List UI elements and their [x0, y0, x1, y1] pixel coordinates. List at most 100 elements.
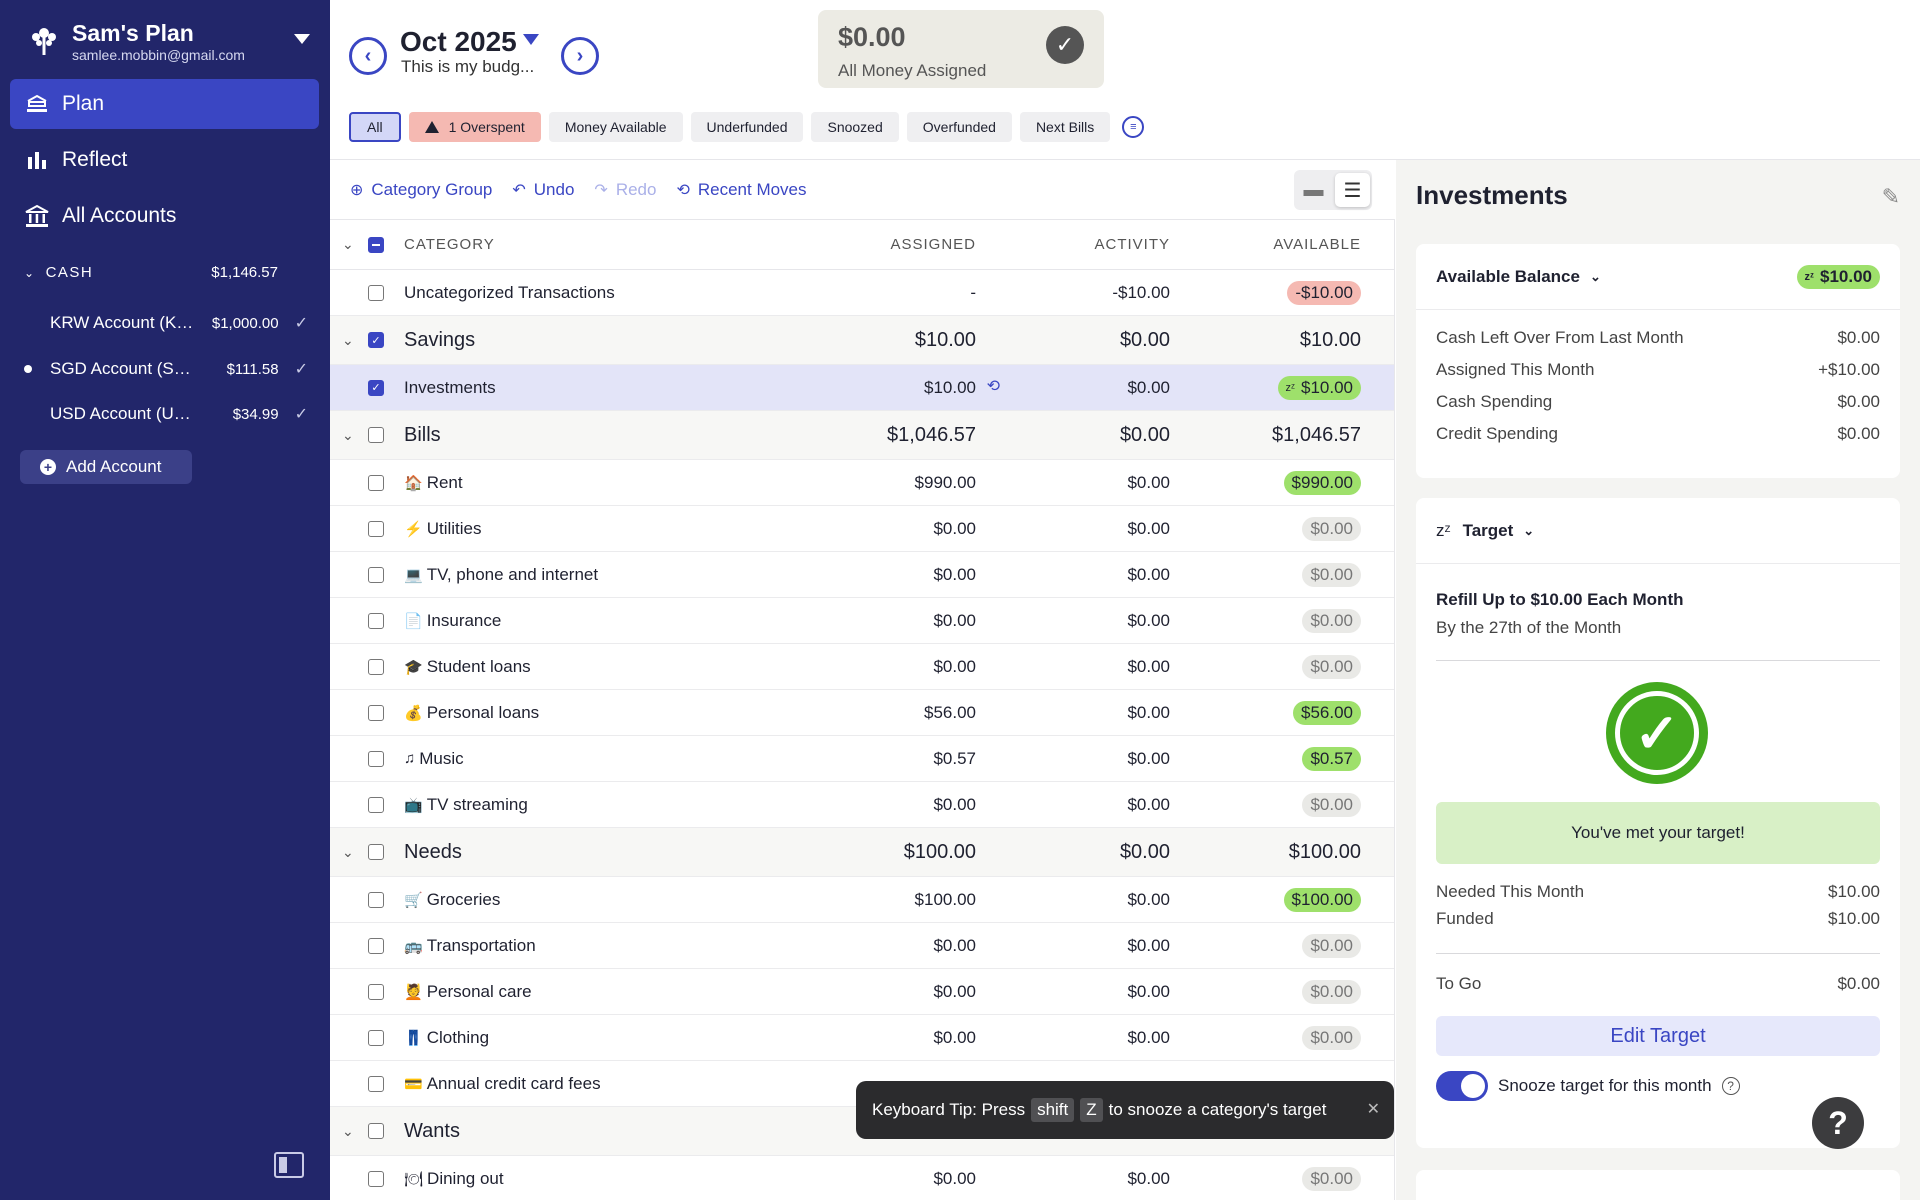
row-checkbox[interactable]	[368, 1123, 384, 1139]
row-checkbox[interactable]	[368, 612, 384, 629]
month-note[interactable]: This is my budg...	[401, 57, 535, 76]
activity-cell[interactable]: $0.00	[976, 378, 1170, 398]
assigned-cell[interactable]: $10.00	[790, 329, 976, 352]
assigned-cell[interactable]: $100.00	[790, 841, 976, 864]
activity-cell[interactable]: $0.00	[976, 657, 1170, 677]
available-cell[interactable]: $0.00	[1170, 654, 1363, 679]
available-cell[interactable]: $56.00	[1170, 700, 1363, 725]
available-cell[interactable]: $1,046.57	[1170, 424, 1363, 447]
available-pill[interactable]: $0.00	[1302, 516, 1361, 541]
category-name-cell[interactable]: 📺 TV streaming	[400, 795, 790, 815]
available-pill[interactable]: zᶻ $10.00	[1277, 375, 1361, 400]
category-row[interactable]: 🎓 Student loans $0.00 $0.00 $0.00	[330, 644, 1394, 690]
row-checkbox[interactable]	[368, 1029, 384, 1046]
category-row[interactable]: 🚌 Transportation $0.00 $0.00 $0.00	[330, 923, 1394, 969]
row-checkbox[interactable]	[368, 1075, 384, 1092]
available-pill[interactable]: $0.00	[1302, 654, 1361, 679]
category-name-cell[interactable]: 🛒 Groceries	[400, 890, 790, 910]
assigned-cell[interactable]: $1,046.57	[790, 424, 976, 447]
activity-cell[interactable]: $0.00	[976, 795, 1170, 815]
help-circle-icon[interactable]: ?	[1721, 1077, 1740, 1095]
available-cell[interactable]: $0.57	[1170, 746, 1363, 771]
comfortable-view-icon[interactable]: ▬	[1303, 178, 1324, 201]
chevron-down-icon[interactable]: ⌄	[342, 426, 354, 443]
available-cell[interactable]: $100.00	[1170, 887, 1363, 912]
available-pill[interactable]: $0.00	[1302, 608, 1361, 633]
row-checkbox[interactable]	[368, 658, 384, 675]
assigned-cell[interactable]: $0.00	[790, 519, 976, 539]
category-name-cell[interactable]: 💳 Annual credit card fees	[400, 1074, 790, 1094]
assigned-cell[interactable]: -	[790, 283, 976, 303]
chevron-down-icon[interactable]: ⌄	[342, 1122, 354, 1139]
category-name-cell[interactable]: 💻 TV, phone and internet	[400, 565, 790, 585]
activity-cell[interactable]: $0.00	[976, 936, 1170, 956]
category-row[interactable]: ♫ Music $0.57 $0.00 $0.57	[330, 736, 1394, 782]
available-cell[interactable]: $100.00	[1170, 841, 1363, 864]
activity-cell[interactable]: $0.00	[976, 703, 1170, 723]
category-name-cell[interactable]: ⚡ Utilities	[400, 519, 790, 539]
row-checkbox[interactable]	[368, 750, 384, 767]
category-row[interactable]: 🍽 Dining out $0.00 $0.00 $0.00	[330, 1156, 1394, 1200]
filter-all[interactable]: All	[349, 112, 401, 142]
available-pill[interactable]: -$10.00	[1287, 280, 1361, 305]
activity-cell[interactable]: -$10.00	[976, 283, 1170, 303]
available-cell[interactable]: $0.00	[1170, 1025, 1363, 1050]
previous-month-button[interactable]: ‹	[349, 37, 387, 75]
activity-cell[interactable]: $0.00	[976, 749, 1170, 769]
row-checkbox[interactable]	[368, 1170, 384, 1187]
category-group-row[interactable]: ⌄ ✓ Savings $10.00 $0.00 $10.00	[330, 316, 1394, 365]
activity-cell[interactable]: $0.00	[976, 519, 1170, 539]
filter-snoozed[interactable]: Snoozed	[811, 112, 899, 142]
nav-plan[interactable]: Plan	[10, 79, 319, 129]
assigned-cell[interactable]: $0.00	[790, 936, 976, 956]
edit-target-button[interactable]: Edit Target	[1436, 1016, 1880, 1056]
available-cell[interactable]: $10.00	[1170, 329, 1363, 352]
assigned-cell[interactable]: $10.00 ⟲	[790, 378, 1000, 398]
category-name-cell[interactable]: 💆 Personal care	[400, 982, 790, 1002]
available-pill[interactable]: $100.00	[1283, 887, 1361, 912]
activity-cell[interactable]: $0.00	[976, 424, 1170, 447]
activity-cell[interactable]: $0.00	[976, 1169, 1170, 1189]
plan-switcher[interactable]: Sam's Plan samlee.mobbin@gmail.com	[28, 16, 318, 66]
ready-to-assign-card[interactable]: $0.00 All Money Assigned ✓	[818, 10, 1104, 88]
filter-overspent[interactable]: 1 Overspent	[408, 112, 541, 142]
row-checkbox[interactable]: ✓	[368, 332, 384, 348]
category-group-row[interactable]: ⌄ Needs $100.00 $0.00 $100.00	[330, 828, 1394, 877]
category-row[interactable]: 📺 TV streaming $0.00 $0.00 $0.00	[330, 782, 1394, 828]
edit-pencil-icon[interactable]: ✎	[1881, 184, 1900, 209]
category-name-cell[interactable]: Savings	[400, 329, 790, 352]
activity-cell[interactable]: $0.00	[976, 982, 1170, 1002]
close-icon[interactable]: ✕	[1366, 1101, 1380, 1118]
category-row[interactable]: ⚡ Utilities $0.00 $0.00 $0.00	[330, 506, 1394, 552]
account-sgd[interactable]: SGD Account (SGD) $111.58 ✓	[24, 354, 308, 384]
row-checkbox[interactable]	[368, 520, 384, 537]
available-cell[interactable]: $0.00	[1170, 516, 1363, 541]
category-name-cell[interactable]: 🍽 Dining out	[400, 1169, 790, 1189]
category-name-cell[interactable]: 👖 Clothing	[400, 1028, 790, 1048]
chevron-down-icon[interactable]: ⌄	[342, 843, 354, 860]
filter-underfunded[interactable]: Underfunded	[690, 112, 804, 142]
available-cell[interactable]: $0.00	[1170, 1166, 1363, 1191]
month-selector[interactable]: Oct 2025	[400, 26, 539, 58]
activity-cell[interactable]: $0.00	[976, 890, 1170, 910]
chevron-down-icon[interactable]: ⌄	[342, 331, 354, 348]
available-cell[interactable]: -$10.00	[1170, 280, 1363, 305]
activity-cell[interactable]: $0.00	[976, 841, 1170, 864]
category-row[interactable]: Uncategorized Transactions - -$10.00 -$10.0…	[330, 270, 1394, 316]
assigned-cell[interactable]: $0.00	[790, 657, 976, 677]
redo-button[interactable]: ↷ Redo	[594, 180, 656, 200]
available-pill[interactable]: $0.00	[1302, 1166, 1361, 1191]
available-cell[interactable]: $0.00	[1170, 979, 1363, 1004]
nav-all-accounts[interactable]: All Accounts	[10, 191, 319, 241]
available-pill[interactable]: $0.57	[1302, 746, 1361, 771]
category-name-cell[interactable]: Wants	[400, 1120, 790, 1143]
assigned-cell[interactable]: $56.00	[790, 703, 976, 723]
activity-cell[interactable]: $0.00	[976, 611, 1170, 631]
assigned-cell[interactable]: $0.00	[790, 565, 976, 585]
cash-group-header[interactable]: ⌄ CASH $1,146.57	[24, 264, 278, 281]
filter-settings-icon[interactable]: ≡	[1122, 116, 1145, 138]
available-cell[interactable]: $0.00	[1170, 933, 1363, 958]
activity-cell[interactable]: $0.00	[976, 329, 1170, 352]
assigned-cell[interactable]: $0.00	[790, 982, 976, 1002]
category-name-cell[interactable]: Uncategorized Transactions	[400, 283, 790, 303]
